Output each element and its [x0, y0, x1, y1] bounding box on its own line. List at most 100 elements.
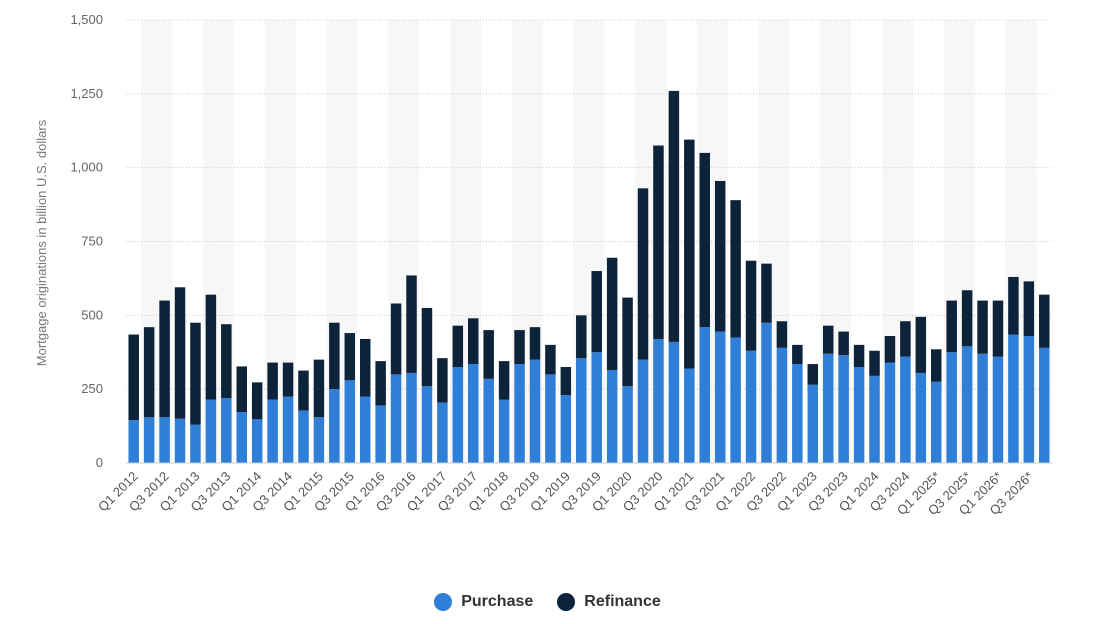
bar-refinance[interactable] [313, 359, 325, 418]
bar-refinance[interactable] [190, 322, 201, 425]
bar-refinance[interactable] [421, 307, 433, 387]
bar-purchase[interactable] [591, 352, 602, 463]
bar-refinance[interactable] [776, 321, 788, 348]
bar-purchase[interactable] [329, 389, 340, 463]
bar-purchase[interactable] [1023, 336, 1035, 463]
bar-refinance[interactable] [576, 315, 587, 359]
bar-purchase[interactable] [1039, 347, 1050, 463]
bar-refinance[interactable] [329, 322, 340, 390]
bar-purchase[interactable] [931, 381, 942, 463]
bar-purchase[interactable] [714, 331, 726, 463]
bar-refinance[interactable] [545, 344, 556, 375]
bar-refinance[interactable] [174, 287, 186, 419]
bar-purchase[interactable] [961, 346, 973, 463]
bar-purchase[interactable] [684, 368, 695, 463]
bar-refinance[interactable] [714, 180, 726, 332]
bar-purchase[interactable] [452, 367, 464, 463]
bar-refinance[interactable] [406, 275, 417, 373]
bar-refinance[interactable] [375, 361, 386, 406]
bar-refinance[interactable] [761, 263, 772, 323]
bar-refinance[interactable] [267, 362, 278, 400]
bar-purchase[interactable] [545, 374, 556, 463]
bar-purchase[interactable] [622, 386, 633, 463]
bar-refinance[interactable] [900, 321, 911, 357]
bar-refinance[interactable] [1023, 281, 1035, 337]
bar-purchase[interactable] [606, 369, 618, 463]
bar-refinance[interactable] [452, 325, 464, 368]
bar-purchase[interactable] [946, 352, 957, 463]
bar-purchase[interactable] [375, 405, 386, 463]
bar-purchase[interactable] [468, 364, 479, 463]
bar-refinance[interactable] [637, 188, 649, 360]
legend-item-purchase[interactable]: Purchase [434, 593, 533, 611]
bar-purchase[interactable] [699, 327, 710, 463]
bar-refinance[interactable] [221, 324, 232, 399]
bar-refinance[interactable] [591, 271, 602, 353]
bar-purchase[interactable] [159, 417, 170, 463]
bar-refinance[interactable] [869, 350, 880, 376]
bar-refinance[interactable] [205, 294, 217, 400]
bar-refinance[interactable] [931, 349, 942, 382]
bar-purchase[interactable] [792, 364, 803, 463]
bar-purchase[interactable] [807, 384, 819, 463]
bar-purchase[interactable] [437, 402, 448, 463]
bar-refinance[interactable] [483, 330, 494, 379]
bar-purchase[interactable] [221, 398, 232, 463]
bar-purchase[interactable] [236, 412, 247, 463]
bar-purchase[interactable] [282, 396, 294, 463]
bar-refinance[interactable] [977, 300, 988, 354]
bar-purchase[interactable] [128, 420, 139, 463]
bar-refinance[interactable] [606, 257, 618, 370]
bar-purchase[interactable] [483, 378, 494, 463]
bar-purchase[interactable] [421, 386, 433, 463]
bar-purchase[interactable] [745, 350, 757, 463]
bar-purchase[interactable] [298, 410, 309, 463]
bar-refinance[interactable] [514, 330, 525, 365]
bar-purchase[interactable] [498, 399, 510, 463]
bar-purchase[interactable] [560, 395, 572, 463]
bar-purchase[interactable] [668, 341, 680, 463]
bar-refinance[interactable] [344, 333, 356, 381]
bar-refinance[interactable] [745, 260, 757, 351]
bar-refinance[interactable] [884, 336, 896, 363]
bar-purchase[interactable] [761, 322, 772, 463]
bar-refinance[interactable] [390, 303, 402, 375]
bar-purchase[interactable] [653, 338, 664, 463]
bar-refinance[interactable] [622, 297, 633, 387]
bar-refinance[interactable] [992, 300, 1004, 357]
bar-purchase[interactable] [359, 396, 371, 463]
bar-purchase[interactable] [992, 356, 1004, 463]
bar-purchase[interactable] [776, 347, 788, 463]
bar-refinance[interactable] [946, 300, 957, 353]
bar-refinance[interactable] [498, 361, 510, 400]
bar-purchase[interactable] [637, 359, 649, 463]
bar-refinance[interactable] [822, 325, 834, 354]
bar-refinance[interactable] [236, 366, 247, 413]
bar-purchase[interactable] [900, 356, 911, 463]
bar-purchase[interactable] [576, 358, 587, 463]
bar-refinance[interactable] [251, 382, 263, 420]
bar-refinance[interactable] [298, 370, 309, 411]
bar-purchase[interactable] [822, 353, 834, 463]
bar-refinance[interactable] [529, 327, 541, 360]
bar-refinance[interactable] [853, 344, 865, 368]
bar-purchase[interactable] [344, 380, 356, 463]
bar-purchase[interactable] [190, 424, 201, 463]
bar-purchase[interactable] [174, 418, 186, 463]
bar-refinance[interactable] [807, 364, 819, 385]
bar-refinance[interactable] [128, 334, 139, 421]
bar-purchase[interactable] [205, 399, 217, 463]
bar-purchase[interactable] [514, 364, 525, 463]
bar-purchase[interactable] [1008, 334, 1019, 463]
bar-purchase[interactable] [406, 372, 417, 463]
bar-purchase[interactable] [143, 417, 155, 463]
bar-refinance[interactable] [159, 300, 170, 418]
bar-purchase[interactable] [529, 359, 541, 463]
bar-refinance[interactable] [730, 200, 741, 338]
bar-purchase[interactable] [838, 355, 849, 463]
bar-refinance[interactable] [1008, 276, 1019, 335]
bar-refinance[interactable] [915, 316, 927, 373]
bar-refinance[interactable] [684, 139, 695, 369]
bar-refinance[interactable] [143, 327, 155, 418]
bar-refinance[interactable] [437, 358, 448, 403]
